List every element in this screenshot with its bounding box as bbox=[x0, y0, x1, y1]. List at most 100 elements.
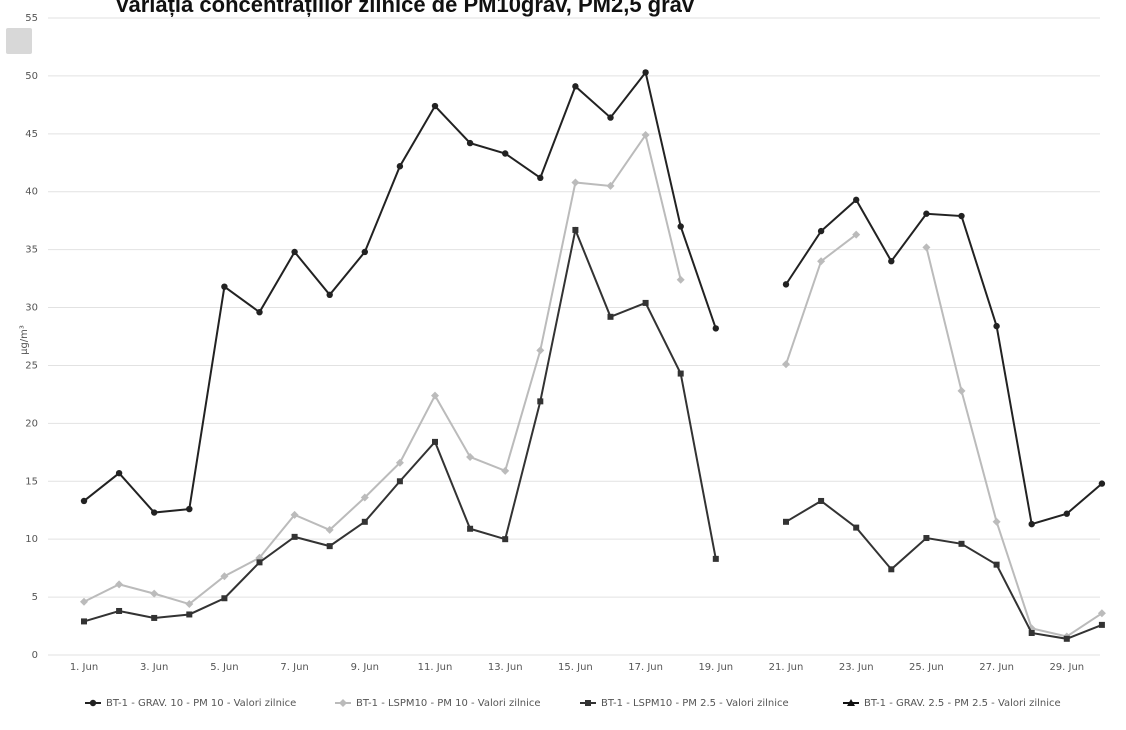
point bbox=[782, 281, 790, 288]
x-tick-label: 5. Jun bbox=[210, 662, 238, 673]
point bbox=[326, 543, 333, 550]
point bbox=[185, 600, 194, 609]
x-tick-label: 27. Jun bbox=[979, 662, 1014, 673]
point bbox=[396, 163, 404, 170]
chart-title: Variația concentrațiilor zilnice de PM10… bbox=[115, 0, 695, 17]
x-tick-label: 11. Jun bbox=[418, 662, 453, 673]
x-tick-label: 13. Jun bbox=[488, 662, 523, 673]
point bbox=[221, 595, 228, 602]
point bbox=[361, 518, 368, 525]
point bbox=[431, 391, 439, 400]
point bbox=[607, 114, 614, 121]
point bbox=[1097, 609, 1106, 618]
point bbox=[360, 493, 369, 502]
point bbox=[783, 518, 789, 525]
point bbox=[151, 614, 158, 621]
point bbox=[782, 360, 790, 369]
x-tick-label: 1. Jun bbox=[70, 662, 98, 673]
point bbox=[923, 210, 930, 217]
y-tick-label: 20 bbox=[25, 418, 38, 429]
y-tick-label: 10 bbox=[25, 534, 38, 545]
point bbox=[853, 196, 860, 204]
point bbox=[291, 533, 298, 540]
point bbox=[221, 283, 228, 290]
point bbox=[396, 478, 403, 485]
point bbox=[116, 607, 123, 614]
y-tick-label: 50 bbox=[25, 71, 38, 82]
point bbox=[958, 540, 965, 547]
point bbox=[712, 325, 719, 332]
point bbox=[606, 181, 615, 190]
point bbox=[89, 699, 97, 707]
point bbox=[395, 458, 404, 467]
point bbox=[186, 611, 193, 618]
x-tick-label: 17. Jun bbox=[628, 662, 663, 673]
point bbox=[572, 226, 579, 233]
x-tick-label: 21. Jun bbox=[769, 662, 804, 673]
point bbox=[1063, 510, 1071, 517]
point bbox=[642, 299, 649, 306]
point bbox=[537, 174, 544, 182]
point bbox=[677, 223, 684, 230]
point bbox=[1098, 480, 1106, 487]
y-tick-label: 5 bbox=[32, 592, 38, 603]
x-tick-label: 19. Jun bbox=[698, 662, 733, 673]
point bbox=[957, 386, 966, 395]
y-axis-label: µg/m³ bbox=[19, 325, 30, 355]
point bbox=[1063, 635, 1070, 642]
point bbox=[958, 212, 965, 220]
point bbox=[817, 257, 826, 266]
y-tick-label: 0 bbox=[32, 650, 38, 661]
point bbox=[339, 699, 347, 707]
point bbox=[888, 258, 895, 265]
point bbox=[1028, 520, 1035, 528]
point bbox=[502, 536, 509, 543]
point bbox=[642, 69, 649, 76]
point bbox=[220, 572, 229, 581]
point bbox=[571, 178, 580, 187]
point bbox=[291, 248, 298, 256]
point bbox=[853, 524, 860, 531]
y-tick-label: 45 bbox=[25, 129, 38, 140]
point bbox=[847, 699, 855, 706]
point bbox=[993, 561, 1000, 568]
x-tick-label: 3. Jun bbox=[140, 662, 168, 673]
point bbox=[677, 370, 684, 377]
point bbox=[585, 700, 591, 706]
y-tick-label: 35 bbox=[25, 245, 38, 256]
point bbox=[922, 243, 931, 252]
point bbox=[186, 505, 193, 513]
point bbox=[712, 555, 719, 562]
point bbox=[818, 497, 825, 504]
y-tick-label: 30 bbox=[25, 303, 38, 314]
point bbox=[81, 618, 87, 625]
point bbox=[1028, 629, 1035, 636]
point bbox=[501, 466, 510, 475]
point bbox=[325, 525, 334, 534]
point bbox=[993, 322, 1000, 330]
point bbox=[992, 517, 1001, 526]
point bbox=[467, 525, 474, 532]
point bbox=[466, 139, 474, 147]
legend-label: BT-1 - GRAV. 2.5 - PM 2.5 - Valori zilni… bbox=[864, 698, 1061, 709]
point bbox=[817, 227, 825, 235]
point bbox=[607, 313, 614, 320]
point bbox=[641, 130, 650, 139]
point bbox=[151, 509, 158, 516]
point bbox=[431, 102, 439, 110]
y-tick-label: 55 bbox=[25, 13, 38, 24]
point bbox=[256, 308, 263, 316]
menu-icon[interactable] bbox=[6, 28, 32, 54]
x-tick-label: 23. Jun bbox=[839, 662, 874, 673]
x-tick-label: 29. Jun bbox=[1049, 662, 1084, 673]
x-tick-label: 25. Jun bbox=[909, 662, 944, 673]
x-tick-label: 15. Jun bbox=[558, 662, 593, 673]
y-tick-label: 15 bbox=[25, 476, 38, 487]
point bbox=[115, 469, 123, 477]
point bbox=[256, 559, 263, 566]
point bbox=[150, 589, 159, 598]
point bbox=[888, 566, 895, 573]
point bbox=[852, 230, 861, 239]
point bbox=[572, 83, 579, 90]
